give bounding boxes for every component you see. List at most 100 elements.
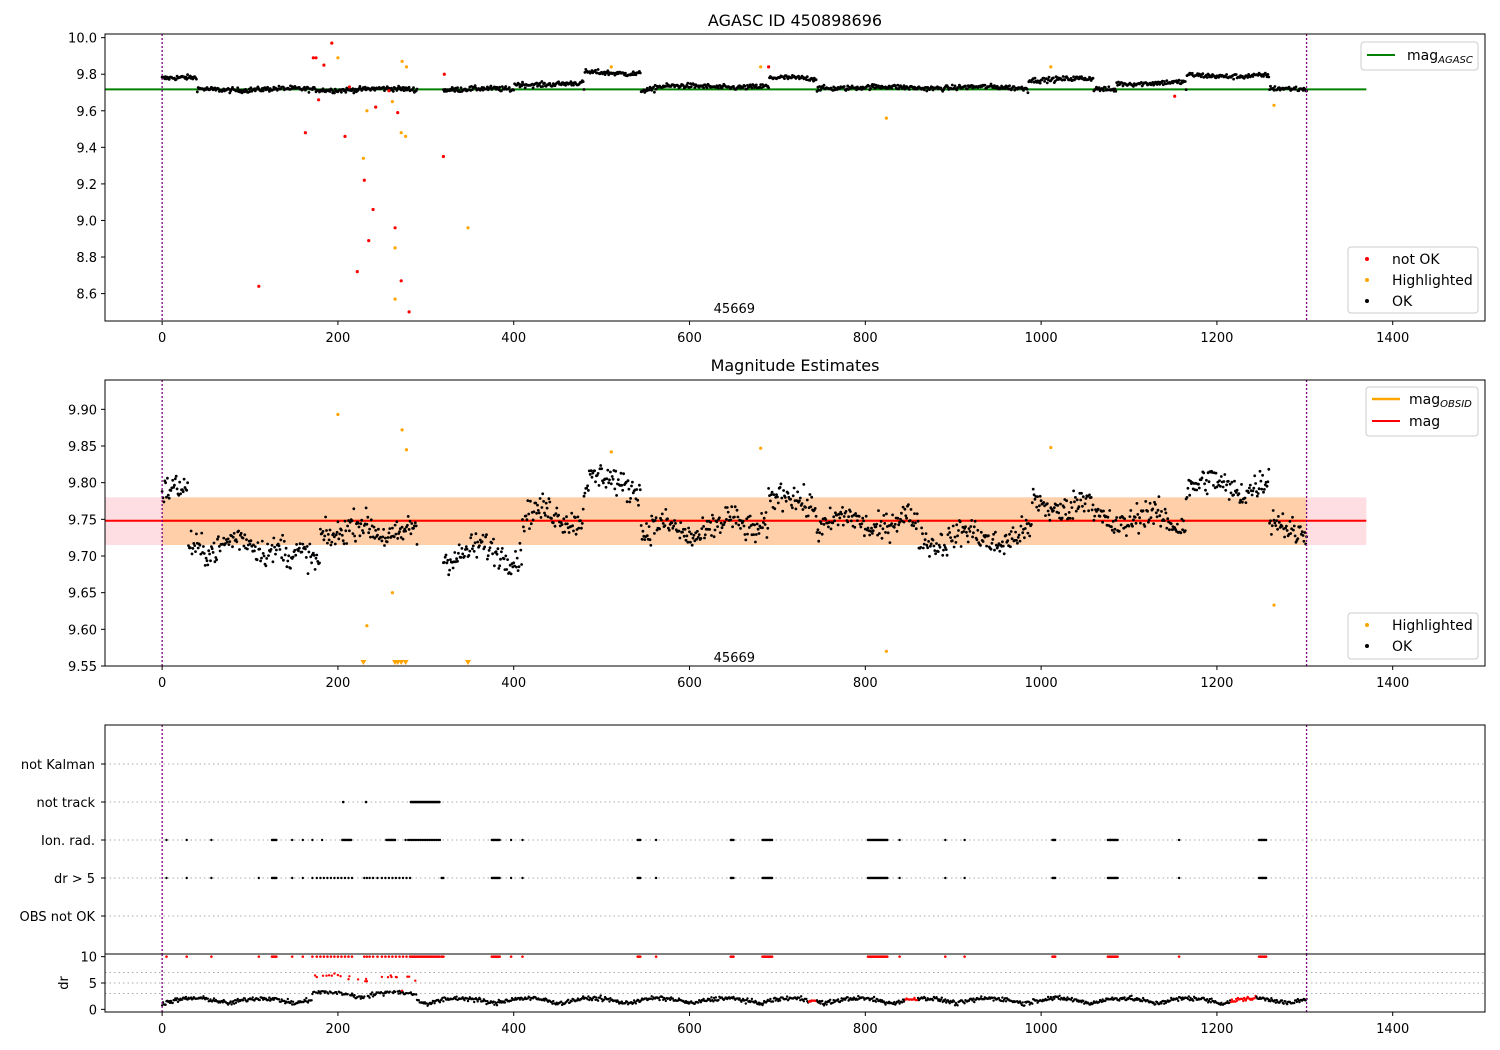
ok-point	[173, 483, 176, 487]
ok-point	[641, 529, 645, 533]
ok-point	[691, 536, 695, 540]
ok-point	[1234, 491, 1238, 494]
dr-point	[874, 1000, 878, 1003]
ok-point	[1006, 539, 1010, 543]
ok-point	[314, 556, 318, 560]
dr-point	[1298, 1000, 1301, 1004]
ok-point	[332, 532, 335, 536]
ok-point	[406, 523, 409, 527]
dr-clipped-point	[394, 955, 398, 958]
dr-point	[396, 990, 399, 993]
ok-point	[818, 531, 821, 535]
ok-point	[345, 542, 349, 545]
dr-point	[600, 997, 603, 1001]
dr-flagged-point	[916, 998, 919, 1002]
ok-point	[536, 503, 539, 507]
ok-point	[1028, 534, 1032, 538]
ok-point	[515, 556, 519, 560]
dr-point	[234, 1001, 238, 1004]
ok-point	[658, 527, 661, 531]
ok-point	[903, 507, 907, 511]
ion-rad-point	[424, 838, 427, 842]
legend-not-ok-label: not OK	[1392, 252, 1440, 268]
dr-gt-5-point	[384, 876, 387, 880]
ok-point	[760, 512, 763, 515]
dr-clipped-point	[315, 955, 319, 958]
ok-point	[165, 495, 168, 499]
x-tick-label: 400	[501, 1022, 526, 1037]
ion-rad-point	[433, 838, 436, 842]
ok-point	[875, 522, 879, 526]
dr-point	[1058, 994, 1061, 997]
ok-point	[1280, 524, 1284, 528]
ok-point	[1063, 78, 1067, 82]
ok-point	[522, 525, 525, 529]
ok-point	[1151, 507, 1155, 511]
dr-gt-5-point	[210, 876, 213, 880]
ok-point	[586, 484, 589, 488]
dr-clipped-point	[1053, 955, 1057, 958]
dr-point	[761, 1003, 764, 1007]
ok-point	[1225, 73, 1228, 76]
dr-point	[543, 999, 546, 1002]
dr-point	[746, 997, 749, 1000]
ok-point	[773, 507, 777, 511]
ok-point	[652, 85, 655, 89]
not-ok-point	[442, 72, 446, 76]
ok-point	[1107, 85, 1111, 89]
ok-point	[734, 521, 738, 525]
ok-point	[478, 544, 481, 548]
ok-point	[847, 515, 850, 519]
dr-point	[251, 996, 254, 999]
ok-point	[174, 474, 178, 478]
ok-point	[295, 543, 298, 546]
dr-clipped-point	[333, 955, 336, 958]
ok-point	[359, 522, 363, 526]
dr-point	[486, 1000, 489, 1003]
ok-point	[822, 83, 826, 87]
dr-gt-5-point	[343, 876, 347, 880]
ok-point	[500, 547, 504, 550]
ok-point	[842, 515, 846, 518]
ok-point	[959, 545, 963, 548]
y-tick-label: 9.60	[68, 623, 97, 638]
dr-flagged-point	[333, 972, 336, 975]
ok-point	[1197, 482, 1200, 486]
highlighted-point	[884, 649, 889, 653]
ok-point	[1262, 490, 1265, 494]
ok-point	[814, 78, 818, 82]
ok-point	[572, 83, 575, 87]
ok-point	[925, 89, 929, 93]
ok-point	[782, 489, 785, 492]
dr-point	[567, 998, 570, 1001]
dr-clipped-point	[336, 955, 340, 958]
highlighted-point	[361, 156, 365, 160]
ok-point	[1252, 486, 1256, 490]
clipped-highlighted-marker	[398, 660, 405, 665]
dr-point	[368, 996, 371, 999]
ok-point	[925, 543, 929, 547]
ok-point	[1047, 75, 1051, 79]
dr-clipped-point	[509, 955, 513, 958]
dr-gt-5-point	[401, 876, 405, 880]
dr-point	[785, 995, 789, 998]
ok-point	[1021, 531, 1025, 535]
not-ok-point	[367, 239, 371, 243]
dr-point	[822, 1004, 826, 1007]
dr-point	[771, 1000, 775, 1003]
dr-point	[236, 997, 239, 1001]
ok-point	[719, 521, 723, 525]
ok-point	[1158, 514, 1162, 518]
dr-point	[588, 998, 591, 1002]
dr-point	[243, 997, 246, 1000]
ok-point	[467, 554, 471, 557]
ok-point	[1281, 512, 1285, 516]
ok-point	[1275, 519, 1279, 522]
dr-clipped-point	[275, 955, 278, 958]
ok-point	[324, 515, 327, 519]
dr-point	[1177, 999, 1180, 1003]
y-tick-label: 9.55	[68, 660, 97, 675]
ok-point	[307, 91, 311, 94]
dr-clipped-point	[343, 955, 347, 958]
dr-point	[438, 1001, 442, 1004]
